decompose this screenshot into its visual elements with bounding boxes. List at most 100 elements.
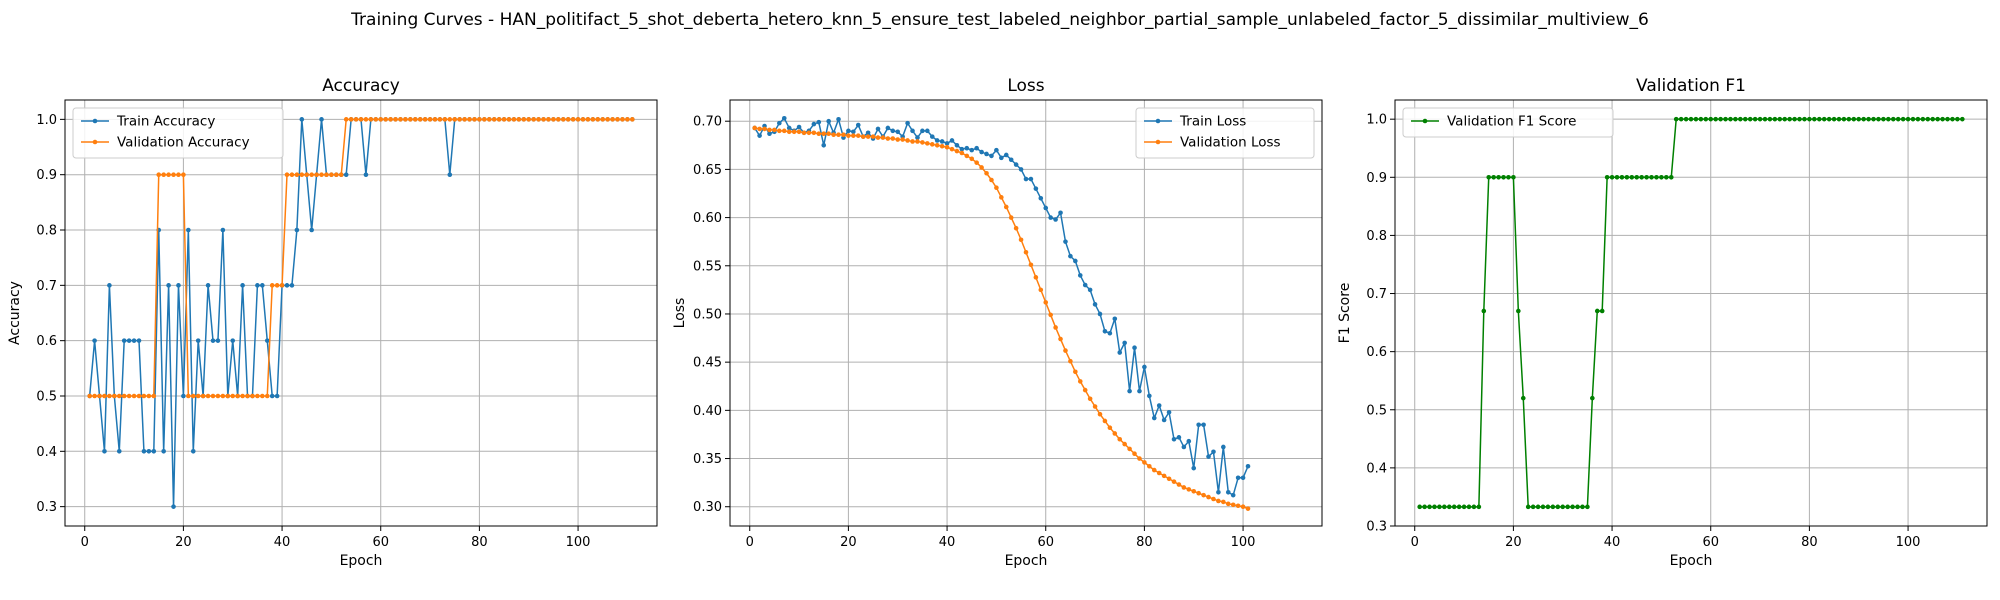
- f1-data-point: [1900, 116, 1906, 122]
- accuracy-data-point: [176, 283, 181, 288]
- loss-data-point: [757, 133, 762, 138]
- loss-data-point: [1171, 479, 1177, 484]
- loss-data-point: [1132, 345, 1137, 351]
- loss-data-point: [1003, 204, 1009, 210]
- accuracy-data-point: [126, 338, 132, 343]
- accuracy-data-point: [314, 172, 319, 177]
- loss-data-point: [1077, 379, 1083, 384]
- loss-data-point: [1063, 348, 1068, 353]
- accuracy-data-point: [556, 117, 561, 122]
- loss-data-point: [801, 130, 807, 136]
- loss-data-point: [1073, 258, 1078, 264]
- loss-data-point: [1132, 451, 1137, 457]
- accuracy-y-tick-label: 0.3: [36, 500, 57, 515]
- f1-data-point: [1614, 175, 1620, 180]
- loss-data-point: [1201, 422, 1206, 428]
- accuracy-data-point: [294, 172, 300, 177]
- loss-data-point: [969, 156, 975, 162]
- loss-data-point: [920, 140, 925, 145]
- f1-data-point: [1599, 308, 1605, 314]
- accuracy-data-point: [486, 117, 492, 122]
- f1-data-point: [1955, 116, 1960, 122]
- accuracy-data-point: [215, 393, 221, 399]
- loss-data-point: [836, 132, 841, 137]
- f1-data-point: [1960, 116, 1965, 122]
- f1-data-point: [1708, 116, 1714, 122]
- loss-data-point: [929, 134, 935, 139]
- loss-data-point: [1137, 388, 1142, 394]
- accuracy-data-point: [363, 117, 369, 122]
- accuracy-data-point: [299, 117, 305, 122]
- accuracy-data-point: [417, 117, 423, 122]
- loss-data-point: [1058, 336, 1063, 342]
- loss-data-point: [954, 148, 960, 154]
- loss-legend-marker: [1155, 139, 1161, 145]
- accuracy-data-point: [181, 393, 186, 399]
- loss-axes-frame: [729, 99, 1323, 527]
- f1-data-point: [1422, 504, 1427, 510]
- loss-data-point: [865, 130, 871, 136]
- loss-data-point: [1137, 456, 1142, 461]
- accuracy-legend-marker: [92, 118, 98, 124]
- loss-data-point: [855, 122, 861, 128]
- accuracy-data-point: [620, 117, 625, 122]
- loss-data-point: [920, 128, 925, 134]
- loss-data-point: [1235, 475, 1241, 481]
- f1-data-point: [1945, 116, 1950, 122]
- accuracy-data-point: [299, 172, 305, 177]
- f1-data-point: [1826, 116, 1832, 122]
- accuracy-data-point: [363, 172, 369, 177]
- accuracy-data-point: [190, 449, 196, 454]
- loss-data-point: [979, 149, 984, 155]
- loss-data-point: [890, 136, 896, 141]
- loss-data-point: [910, 139, 915, 144]
- loss-data-point: [915, 135, 920, 140]
- accuracy-data-point: [580, 117, 586, 122]
- loss-data-point: [836, 116, 841, 122]
- f1-data-point: [1570, 504, 1575, 510]
- accuracy-data-point: [625, 117, 630, 122]
- accuracy-data-point: [205, 283, 211, 288]
- loss-data-point: [989, 153, 994, 159]
- loss-data-point: [1117, 436, 1123, 442]
- f1-data-point: [1555, 504, 1561, 510]
- loss-data-point: [1166, 476, 1172, 482]
- loss-data-point: [791, 129, 797, 135]
- accuracy-data-point: [166, 172, 171, 177]
- accuracy-data-point: [181, 172, 186, 177]
- loss-data-point: [816, 119, 822, 125]
- loss-data-point: [1186, 438, 1192, 444]
- loss-data-point: [1161, 473, 1167, 479]
- f1-data-point: [1930, 116, 1936, 122]
- accuracy-data-point: [126, 393, 132, 399]
- f1-data-point: [1807, 116, 1812, 122]
- loss-data-point: [1211, 449, 1216, 455]
- accuracy-data-point: [343, 172, 349, 177]
- accuracy-data-point: [136, 338, 142, 343]
- f1-data-point: [1644, 175, 1649, 180]
- accuracy-x-tick-label: 80: [471, 535, 488, 550]
- loss-data-point: [949, 146, 955, 152]
- f1-y-axis-label: F1 Score: [1337, 283, 1353, 344]
- f1-data-point: [1890, 116, 1896, 122]
- loss-data-point: [979, 165, 984, 170]
- f1-x-axis-label: Epoch: [1670, 553, 1713, 569]
- loss-y-tick-label: 0.65: [693, 163, 722, 178]
- f1-data-point: [1738, 116, 1743, 122]
- f1-data-point: [1895, 116, 1901, 122]
- accuracy-data-point: [156, 172, 162, 177]
- f1-data-point: [1688, 116, 1694, 122]
- accuracy-data-point: [531, 117, 536, 122]
- accuracy-data-point: [200, 393, 206, 399]
- accuracy-data-point: [205, 393, 211, 399]
- loss-data-point: [1221, 499, 1226, 505]
- f1-x-tick-label: 20: [1505, 535, 1522, 550]
- accuracy-data-point: [116, 449, 122, 454]
- loss-data-point: [1127, 446, 1132, 452]
- loss-data-point: [900, 137, 905, 142]
- f1-data-point: [1629, 175, 1635, 180]
- accuracy-data-point: [536, 117, 541, 122]
- accuracy-data-point: [274, 283, 280, 288]
- accuracy-data-point: [467, 117, 472, 122]
- f1-data-point: [1703, 116, 1709, 122]
